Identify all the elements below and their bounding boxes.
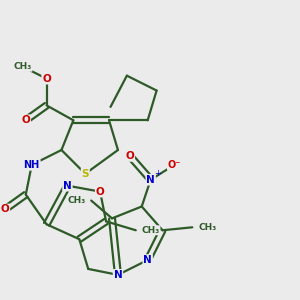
Text: N: N bbox=[146, 175, 155, 185]
Text: N: N bbox=[63, 181, 72, 191]
Text: CH₃: CH₃ bbox=[198, 223, 217, 232]
Text: N: N bbox=[143, 255, 152, 265]
Text: O: O bbox=[1, 205, 9, 214]
Text: CH₃: CH₃ bbox=[67, 196, 85, 205]
Text: O⁻: O⁻ bbox=[168, 160, 181, 170]
Text: CH₃: CH₃ bbox=[142, 226, 160, 235]
Text: NH: NH bbox=[24, 160, 40, 170]
Text: N: N bbox=[114, 270, 122, 280]
Text: CH₃: CH₃ bbox=[14, 62, 32, 71]
Text: O: O bbox=[125, 151, 134, 161]
Text: O: O bbox=[21, 115, 30, 125]
Text: +: + bbox=[155, 169, 161, 178]
Text: S: S bbox=[82, 169, 89, 179]
Text: O: O bbox=[42, 74, 51, 84]
Text: O: O bbox=[96, 187, 104, 196]
